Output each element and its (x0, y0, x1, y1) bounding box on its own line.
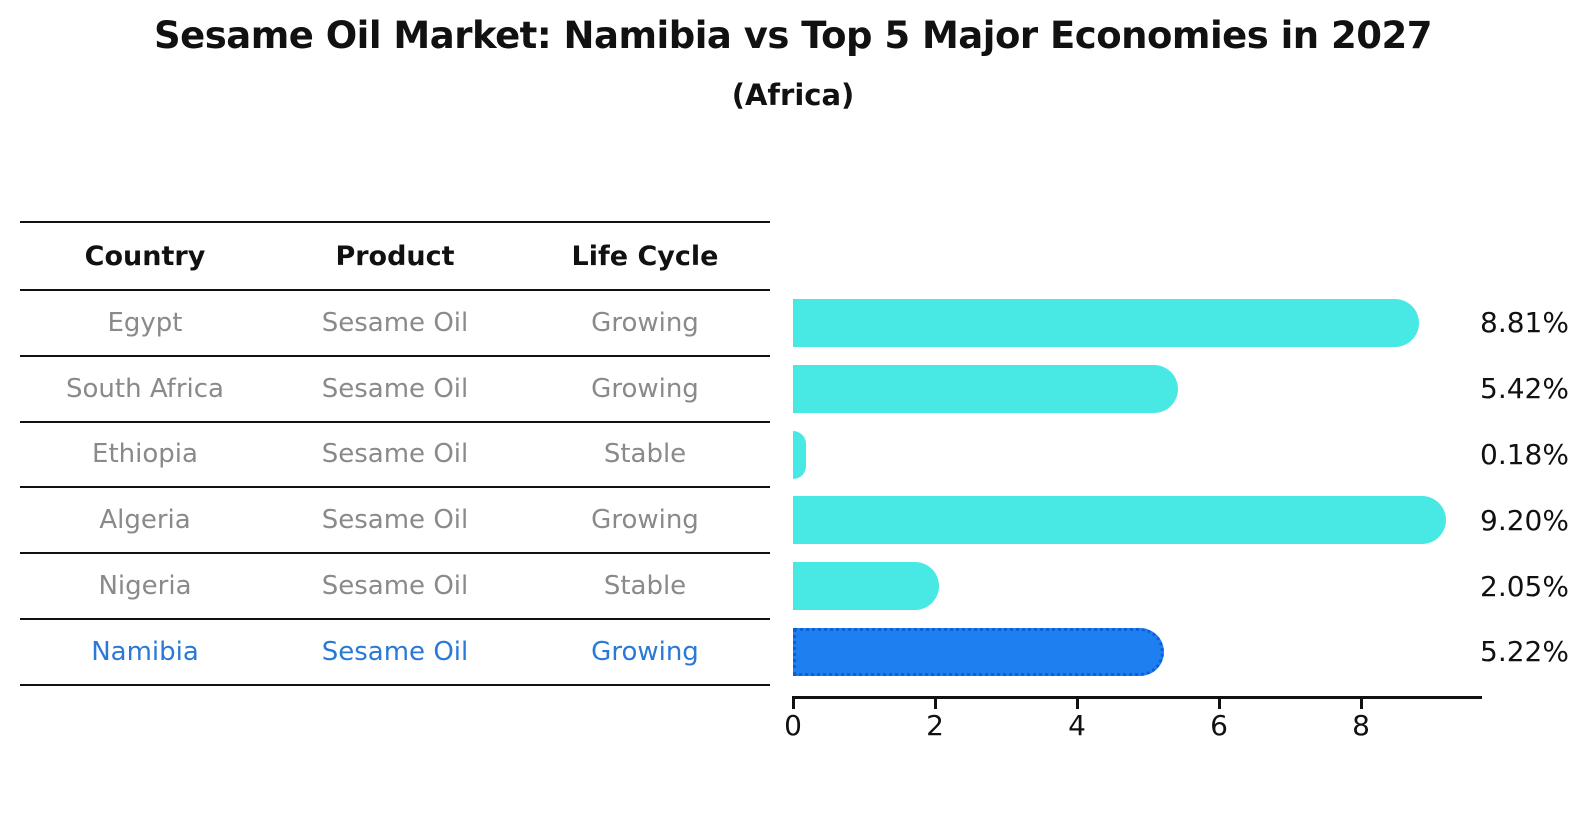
cell-life-cycle: Stable (603, 439, 687, 470)
table-row-algeria: Algeria Sesame Oil Growing (20, 488, 770, 555)
table-row-nigeria: Nigeria Sesame Oil Stable (20, 554, 770, 620)
x-tick (792, 696, 795, 709)
x-tick-label: 2 (926, 709, 944, 742)
cell-life-cycle: Growing (591, 307, 699, 338)
table-row-egypt: Egypt Sesame Oil Growing (20, 291, 770, 357)
bar-egypt (793, 298, 1419, 347)
column-header-life-cycle: Life Cycle (571, 240, 719, 272)
cell-life-cycle: Stable (603, 571, 687, 602)
cell-product: Sesame Oil (321, 439, 469, 470)
bar-nigeria (793, 562, 939, 611)
cell-life-cycle: Growing (591, 636, 699, 667)
x-axis-line (793, 696, 1482, 699)
value-label: 8.81% (1480, 306, 1569, 340)
cell-country: Namibia (91, 636, 199, 667)
cell-product: Sesame Oil (321, 636, 469, 667)
bar-south-africa (793, 364, 1178, 413)
x-tick-label: 8 (1352, 709, 1370, 742)
value-label: 5.42% (1480, 372, 1569, 406)
chart-subtitle: (Africa) (731, 78, 855, 112)
cell-country: Egypt (107, 307, 183, 338)
x-tick-label: 6 (1210, 709, 1228, 742)
cell-country: Algeria (99, 505, 191, 536)
cell-product: Sesame Oil (321, 373, 469, 404)
bar-namibia (793, 627, 1164, 676)
bar-algeria (793, 496, 1447, 545)
value-label: 5.22% (1480, 635, 1569, 669)
comparison-table: Country Product Life Cycle Egypt Sesame … (20, 221, 770, 686)
bar-ethiopia (793, 430, 806, 479)
table-row-namibia: Namibia Sesame Oil Growing (20, 620, 770, 686)
cell-product: Sesame Oil (321, 571, 469, 602)
cell-product: Sesame Oil (321, 505, 469, 536)
value-label: 0.18% (1480, 437, 1569, 471)
cell-country: Ethiopia (92, 439, 198, 470)
cell-life-cycle: Growing (591, 373, 699, 404)
x-tick (934, 696, 937, 709)
column-header-country: Country (84, 240, 206, 272)
table-row-ethiopia: Ethiopia Sesame Oil Stable (20, 423, 770, 489)
cell-country: South Africa (66, 373, 224, 404)
cell-country: Nigeria (98, 571, 192, 602)
value-label: 9.20% (1480, 503, 1569, 537)
x-tick (1076, 696, 1079, 709)
x-tick (1360, 696, 1363, 709)
x-tick-label: 4 (1068, 709, 1086, 742)
value-label: 2.05% (1480, 569, 1569, 603)
x-tick (1218, 696, 1221, 709)
x-tick-label: 0 (784, 709, 802, 742)
column-header-product: Product (335, 240, 455, 272)
cell-product: Sesame Oil (321, 307, 469, 338)
table-header-row: Country Product Life Cycle (20, 223, 770, 291)
chart-title: Sesame Oil Market: Namibia vs Top 5 Majo… (153, 14, 1433, 57)
cell-life-cycle: Growing (591, 505, 699, 536)
table-row-south-africa: South Africa Sesame Oil Growing (20, 357, 770, 423)
